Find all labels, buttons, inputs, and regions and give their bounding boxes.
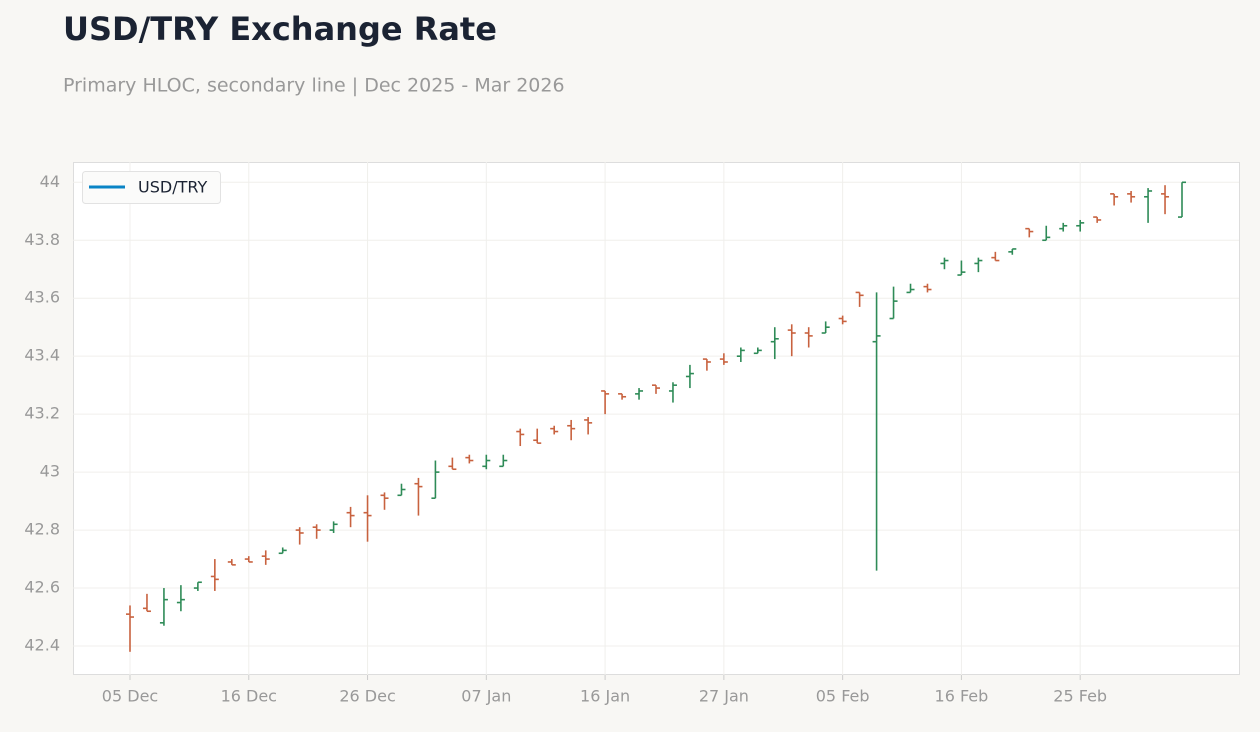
ohlc-bar <box>787 324 796 357</box>
legend-label: USD/TRY <box>138 178 207 197</box>
ohlc-bar <box>550 425 559 435</box>
ohlc-bar <box>1144 188 1153 223</box>
y-tick-label: 43 <box>40 462 60 481</box>
ohlc-bar <box>380 492 389 510</box>
y-tick-label: 44 <box>40 172 60 191</box>
ohlc-bar <box>1076 219 1085 232</box>
x-tick-label: 05 Feb <box>816 687 870 706</box>
x-tick-label: 25 Feb <box>1053 687 1107 706</box>
ohlc-bar <box>346 506 355 528</box>
ohlc-bar <box>652 384 660 394</box>
y-tick-label: 43.6 <box>24 288 60 307</box>
ohlc-bar <box>142 593 151 613</box>
ohlc-bar <box>312 524 321 539</box>
ohlc-bar <box>227 559 236 566</box>
ohlc-bar <box>1093 216 1102 223</box>
ohlc-bar <box>397 483 406 497</box>
ohlc-bar <box>991 251 1000 262</box>
ohlc-bar <box>872 292 881 571</box>
ohlc-bar <box>1025 227 1034 238</box>
ohlc-bar <box>889 286 898 320</box>
ohlc-bar <box>974 257 983 273</box>
x-tick-label: 16 Dec <box>221 687 277 706</box>
ohlc-bar <box>1110 193 1119 206</box>
x-tick-label: 07 Jan <box>461 687 511 706</box>
ohlc-bar <box>295 527 304 545</box>
ohlc-bar <box>210 559 219 591</box>
ohlc-bar <box>736 347 745 362</box>
ohlc-bar <box>1042 225 1051 242</box>
x-tick-label: 16 Feb <box>935 687 989 706</box>
ohlc-bar <box>957 260 966 276</box>
ohlc-bar <box>465 454 474 464</box>
ohlc-bar <box>159 588 168 626</box>
ohlc-bar <box>923 283 932 293</box>
y-tick-label: 43.4 <box>24 346 60 365</box>
ohlc-bar <box>126 605 134 652</box>
ohlc-bar <box>804 327 813 348</box>
ohlc-bar <box>1178 181 1186 218</box>
y-tick-label: 42.6 <box>24 578 60 597</box>
ohlc-bar <box>414 477 423 516</box>
ohlc-bar <box>261 550 270 565</box>
ohlc-bar <box>1008 248 1017 255</box>
ohlc-bar <box>668 382 677 403</box>
x-tick-label: 26 Dec <box>339 687 395 706</box>
legend: USD/TRY <box>82 171 221 204</box>
ohlc-bar <box>821 321 830 334</box>
ohlc-bar <box>482 454 491 470</box>
chart-subtitle: Primary HLOC, secondary line | Dec 2025 … <box>63 75 565 97</box>
ohlc-bar <box>618 393 627 400</box>
ohlc-bar <box>601 390 610 415</box>
ohlc-bar <box>1161 185 1170 215</box>
ohlc-bar <box>244 556 253 563</box>
ohlc-bar <box>533 428 542 444</box>
ohlc-bar <box>193 581 202 591</box>
ohlc-bar <box>567 419 576 441</box>
ohlc-bar <box>448 457 457 471</box>
plot-area <box>73 162 1240 675</box>
y-tick-label: 43.8 <box>24 230 60 249</box>
ohlc-bar <box>499 454 508 468</box>
ohlc-bar <box>431 460 440 500</box>
ohlc-bar <box>329 521 338 533</box>
x-tick-label: 05 Dec <box>102 687 158 706</box>
ohlc-bar <box>753 347 762 355</box>
ohlc-bar <box>838 315 847 325</box>
ohlc-bar <box>719 353 728 365</box>
y-tick-label: 42.8 <box>24 520 60 539</box>
ohlc-bar <box>1059 222 1068 232</box>
ohlc-bar <box>584 417 593 435</box>
ohlc-bar <box>363 495 372 542</box>
x-tick-label: 27 Jan <box>699 687 749 706</box>
ohlc-bar <box>685 364 694 389</box>
y-tick-label: 42.4 <box>24 636 60 655</box>
ohlc-bar <box>516 428 525 447</box>
legend-box <box>82 171 221 204</box>
ohlc-bar <box>940 257 949 270</box>
y-tick-label: 43.2 <box>24 404 60 423</box>
ohlc-bar <box>1127 190 1136 203</box>
ohlc-bar <box>906 283 915 294</box>
ohlc-bar <box>635 388 644 400</box>
ohlc-bar <box>176 585 185 612</box>
ohlc-bar <box>770 327 779 360</box>
ohlc-bar <box>702 358 711 371</box>
chart-title: USD/TRY Exchange Rate <box>63 10 497 48</box>
ohlc-bar <box>855 291 864 307</box>
x-tick-label: 16 Jan <box>580 687 630 706</box>
ohlc-bar <box>278 547 287 555</box>
